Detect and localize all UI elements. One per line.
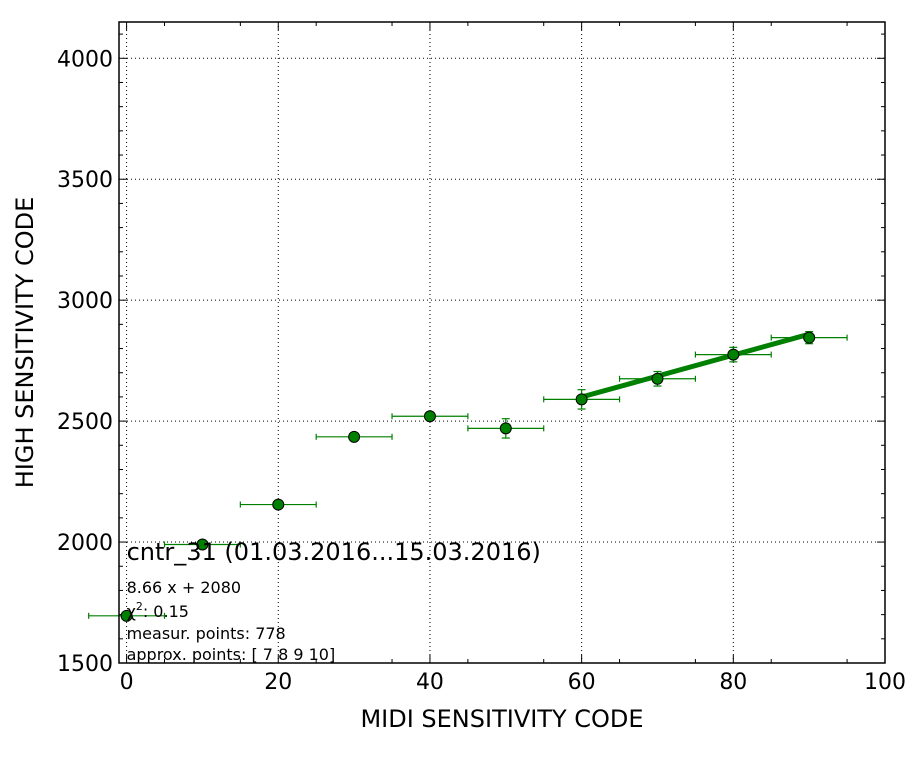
data-point (423, 410, 436, 423)
chi2-symbol: χ (127, 602, 136, 621)
data-point (803, 331, 816, 344)
x-tick-label: 80 (719, 670, 747, 695)
x-tick-label: 0 (120, 670, 134, 695)
data-point (651, 372, 664, 385)
y-tick-label: 1500 (57, 652, 113, 677)
fit-line (580, 331, 810, 400)
y-tick-label: 3000 (57, 289, 113, 314)
chi2-value: : 0.15 (143, 602, 189, 621)
y-tick-label: 4000 (57, 47, 113, 72)
x-tick-label: 100 (864, 670, 906, 695)
x-axis-label: MIDI SENSITIVITY CODE (360, 705, 643, 733)
x-tick-label: 20 (264, 670, 292, 695)
annotation-approx-points: approx. points: [ 7 8 9 10] (127, 645, 336, 664)
axis-ticks: 0 20 40 60 80 100 1500 2000 2500 3000 3500 4000 (57, 22, 906, 695)
data-point (348, 430, 361, 443)
data-point (499, 422, 512, 435)
plot-frame (118, 21, 886, 664)
data-marks (88, 331, 848, 622)
data-point (727, 348, 740, 361)
annotation-equation: 8.66 x + 2080 (127, 578, 241, 597)
annotations: cntr_31 (01.03.2016...15.03.2016) 8.66 x… (127, 538, 541, 664)
annotation-title: cntr_31 (01.03.2016...15.03.2016) (127, 538, 541, 566)
annotation-measur-points: measur. points: 778 (127, 624, 286, 643)
data-point (272, 498, 285, 511)
data-point (196, 538, 209, 551)
y-axis-label: HIGH SENSITIVITY CODE (11, 197, 39, 489)
data-point (575, 393, 588, 406)
x-tick-label: 60 (568, 670, 596, 695)
data-point (120, 609, 133, 622)
y-tick-label: 2000 (57, 531, 113, 556)
y-tick-label: 3500 (57, 168, 113, 193)
annotation-chi2: χ2: 0.15 (127, 600, 189, 621)
chi2-superscript: 2 (136, 600, 143, 613)
x-tick-label: 40 (416, 670, 444, 695)
y-tick-label: 2500 (57, 410, 113, 435)
